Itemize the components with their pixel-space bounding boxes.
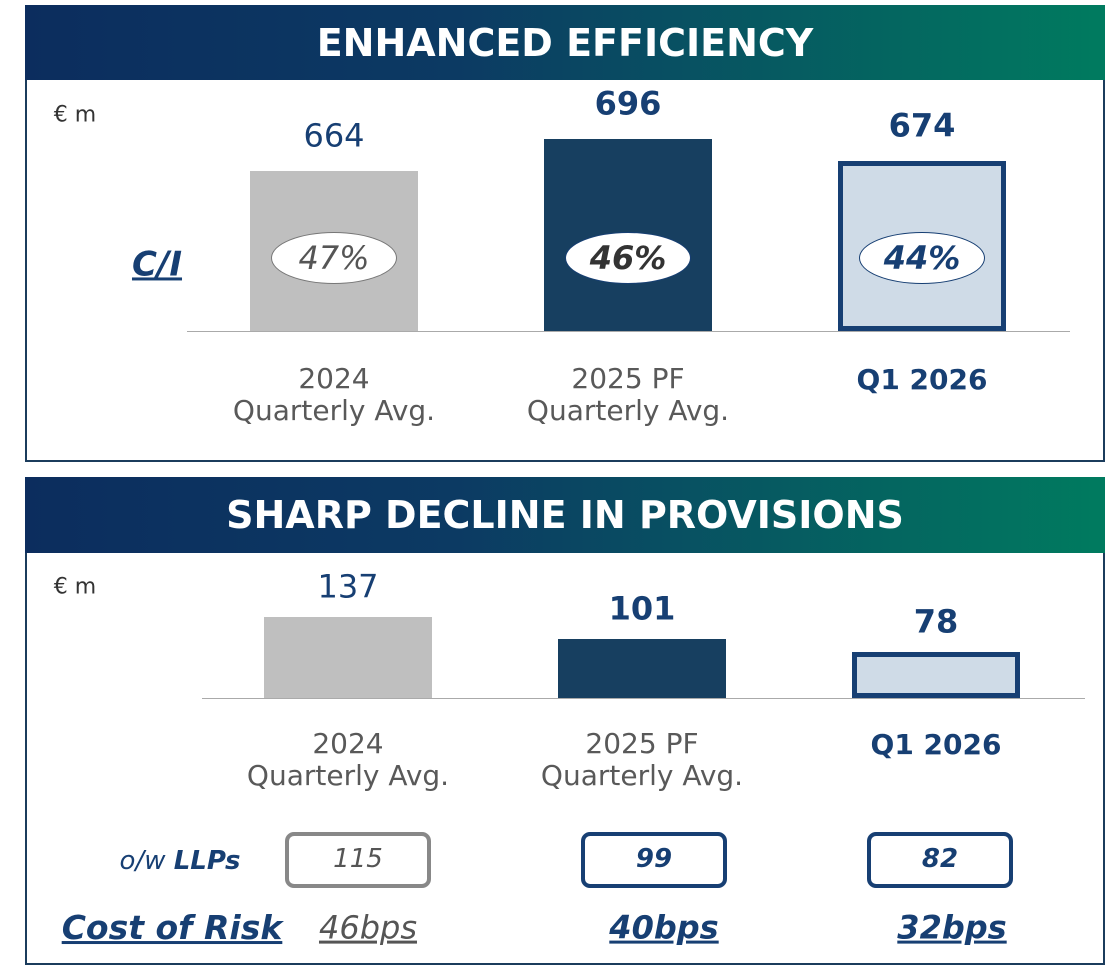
value-label: 101 (608, 589, 676, 628)
category-label: 2025 PF Quarterly Avg. (526, 361, 730, 427)
panel-frame (25, 80, 1105, 462)
llp-label: LLPs (173, 846, 241, 877)
unit-label: € m (53, 574, 97, 600)
ratio-label: 44% (859, 232, 985, 284)
ratio-title: C/I (131, 244, 183, 285)
bar (264, 617, 432, 698)
value-label: 674 (888, 106, 956, 145)
llp-prefix: o/w (119, 846, 166, 877)
llp-box: 99 (581, 832, 727, 888)
llp-box: 115 (285, 832, 431, 888)
panel-title: SHARP DECLINE IN PROVISIONS (25, 477, 1105, 553)
panel-title: ENHANCED EFFICIENCY (25, 5, 1105, 80)
ratio-label: 46% (565, 232, 691, 284)
bar (558, 638, 726, 698)
llp-title: o/w LLPs (119, 846, 241, 877)
category-label: 2025 PF Quarterly Avg. (540, 726, 744, 792)
cost-of-risk: 46bps (318, 908, 418, 947)
ratio-label: 47% (271, 232, 397, 284)
baseline (187, 331, 1070, 332)
unit-label: € m (53, 102, 97, 128)
value-label: 78 (913, 602, 959, 641)
category-label: 2024 Quarterly Avg. (232, 361, 436, 427)
cost-title: Cost of Risk (61, 908, 283, 948)
cost-of-risk: 32bps (897, 908, 1007, 947)
cost-of-risk: 40bps (609, 908, 719, 947)
category-label: Q1 2026 (856, 362, 988, 396)
bar (852, 652, 1020, 698)
value-label: 696 (594, 84, 662, 123)
value-label: 664 (303, 116, 365, 155)
value-label: 137 (317, 568, 379, 607)
panel-frame (25, 553, 1105, 965)
baseline (202, 698, 1085, 699)
llp-box: 82 (867, 832, 1013, 888)
category-label: 2024 Quarterly Avg. (246, 726, 450, 792)
category-label: Q1 2026 (870, 727, 1002, 761)
